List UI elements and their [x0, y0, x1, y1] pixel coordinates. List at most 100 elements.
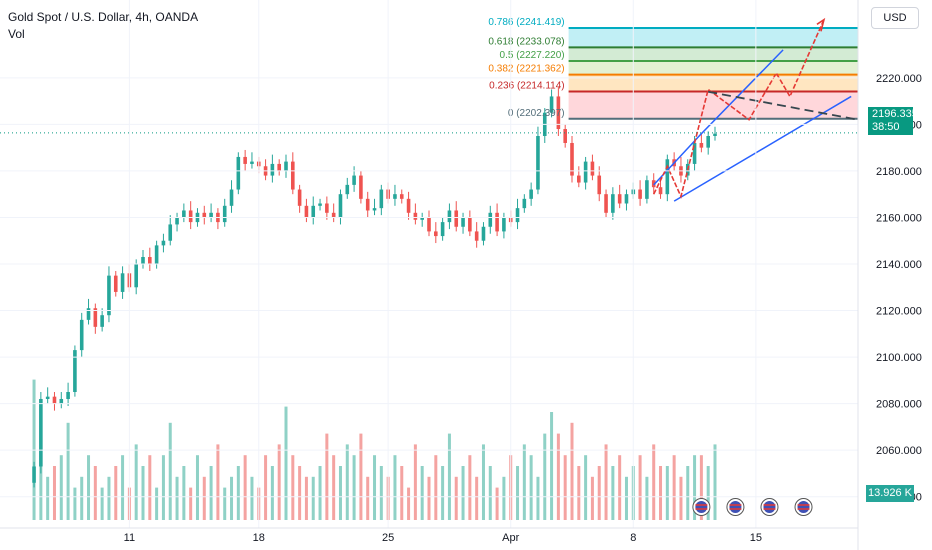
volume-bar — [502, 476, 506, 520]
volume-bar — [400, 466, 404, 520]
candle-body — [222, 205, 227, 223]
volume-bar — [195, 455, 199, 520]
candle-body — [154, 245, 159, 264]
fib-level-label: 0.618 (2233.078) — [488, 36, 564, 47]
volume-bar — [665, 466, 669, 520]
candle-body — [590, 161, 595, 176]
volume-bar — [679, 476, 683, 520]
candle-body — [352, 175, 356, 185]
candle-body — [713, 133, 717, 136]
candle-body — [515, 208, 520, 223]
volume-bar — [352, 455, 356, 520]
candle-body — [665, 159, 670, 195]
volume-bar — [590, 476, 594, 520]
volume-bar — [284, 406, 288, 520]
volume-bar — [80, 476, 84, 520]
volume-bar — [277, 444, 281, 520]
x-tick-label: 18 — [253, 532, 265, 544]
candle-body — [304, 205, 309, 218]
candle-body — [474, 231, 479, 241]
channel-upper-line — [653, 133, 702, 186]
volume-bar — [59, 455, 63, 520]
volume-bar — [407, 487, 411, 520]
volume-bar — [114, 466, 118, 520]
volume-bar — [134, 444, 138, 520]
currency-button[interactable]: USD — [871, 7, 919, 29]
candle-body — [502, 217, 506, 232]
volume-bar — [209, 466, 213, 520]
event-flag-fill — [797, 501, 810, 513]
event-flag-icon — [794, 498, 813, 516]
candle-body — [161, 240, 166, 246]
candle-body — [583, 161, 588, 183]
candle-body — [338, 194, 343, 218]
candle-body — [393, 194, 397, 199]
candle-body — [325, 203, 329, 213]
candle-body — [100, 315, 104, 327]
volume-indicator-label[interactable]: Vol — [8, 27, 25, 41]
candle-body — [495, 212, 499, 232]
volume-bar — [699, 455, 703, 520]
volume-bar — [298, 466, 302, 520]
candle-body — [406, 198, 411, 213]
volume-bar — [182, 466, 186, 520]
volume-bar — [536, 476, 540, 520]
fibonacci-levels: 0.786 (2241.419) 0.618 (2233.078) 0.5 (222… — [488, 17, 858, 120]
candle-body — [93, 308, 98, 327]
volume-bar — [311, 476, 315, 520]
volume-bar — [461, 466, 465, 520]
candle-body — [297, 189, 302, 206]
volume-bar — [223, 487, 227, 520]
volume-bar — [121, 455, 125, 520]
candle-body — [270, 163, 275, 176]
y-tick-label: 2180.000 — [876, 166, 922, 178]
volume-bar — [338, 466, 342, 520]
candle-body — [440, 222, 445, 237]
candle-body — [461, 217, 465, 227]
volume-bar — [543, 433, 547, 520]
y-tick-label: 2220.000 — [876, 73, 922, 85]
candle-body — [372, 208, 377, 211]
candle-body — [658, 187, 663, 195]
event-flag-stripes — [763, 504, 776, 510]
candle-body — [570, 142, 574, 176]
candle-body — [291, 161, 295, 190]
volume-bar — [604, 444, 608, 520]
volume-bar — [645, 476, 649, 520]
volume-bar — [332, 455, 336, 520]
volume-bar — [481, 444, 485, 520]
volume-bar — [577, 466, 581, 520]
volume-bar — [291, 455, 295, 520]
candle-body — [32, 466, 36, 483]
volume-bar — [39, 466, 43, 520]
y-tick-label: 2060.000 — [876, 445, 922, 457]
volume-bar — [250, 476, 254, 520]
volume-bar — [420, 466, 424, 520]
candle-body — [79, 319, 84, 351]
volume-bars — [32, 379, 717, 520]
fib-band — [568, 47, 858, 62]
volume-bar — [652, 444, 656, 520]
candle-body — [447, 210, 452, 223]
volume-bar — [611, 466, 615, 520]
volume-bar — [373, 455, 377, 520]
projection-dashed-line — [708, 90, 859, 121]
candle-body — [39, 398, 43, 467]
volume-bar — [202, 476, 206, 520]
candle-body — [86, 308, 91, 320]
event-flag-fill — [695, 501, 708, 513]
bar-countdown: 38:50 — [872, 121, 900, 133]
volume-bar — [706, 466, 710, 520]
volume-bar — [264, 455, 268, 520]
candle-body — [134, 264, 138, 288]
candle-body — [638, 189, 642, 199]
volume-bar — [155, 487, 159, 520]
volume-bar — [66, 422, 70, 520]
volume-value-tag: 13.926 K — [866, 485, 914, 502]
volume-bar — [325, 433, 329, 520]
volume-bar — [236, 466, 240, 520]
volume-bar — [413, 444, 417, 520]
volume-bar — [522, 444, 526, 520]
